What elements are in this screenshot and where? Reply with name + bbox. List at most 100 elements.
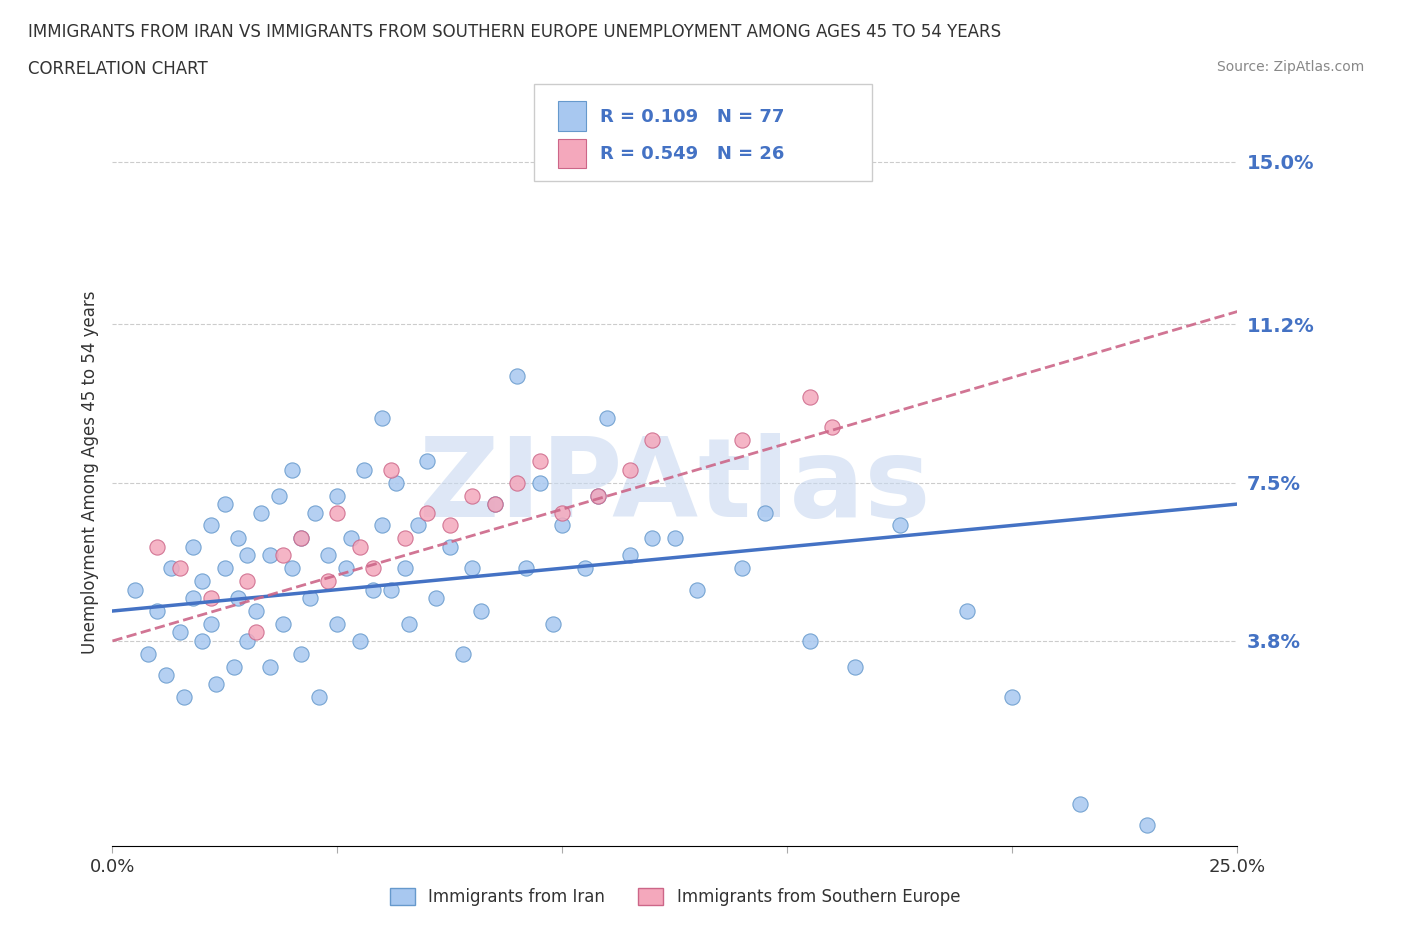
Point	[290, 646, 312, 661]
Point	[214, 497, 236, 512]
Point	[183, 591, 205, 605]
Y-axis label: Unemployment Among Ages 45 to 54 years: Unemployment Among Ages 45 to 54 years	[80, 290, 98, 654]
Text: CORRELATION CHART: CORRELATION CHART	[28, 60, 208, 78]
Point	[641, 432, 664, 447]
Point	[236, 574, 259, 589]
Point	[416, 454, 439, 469]
Point	[228, 591, 250, 605]
Point	[408, 518, 430, 533]
Point	[371, 411, 394, 426]
Point	[326, 488, 349, 503]
Point	[543, 617, 565, 631]
Point	[731, 561, 754, 576]
Point	[138, 646, 160, 661]
Point	[259, 659, 281, 674]
Point	[588, 488, 610, 503]
Point	[1136, 817, 1159, 832]
Point	[273, 548, 295, 563]
Point	[371, 518, 394, 533]
Point	[394, 531, 416, 546]
Point	[318, 574, 340, 589]
Point	[340, 531, 363, 546]
Point	[349, 539, 371, 554]
Text: R = 0.549   N = 26: R = 0.549 N = 26	[600, 145, 785, 164]
Point	[529, 475, 551, 490]
Point	[259, 548, 281, 563]
Point	[200, 518, 222, 533]
Point	[353, 462, 375, 477]
Point	[551, 518, 574, 533]
Point	[281, 561, 304, 576]
Point	[228, 531, 250, 546]
Point	[281, 462, 304, 477]
Point	[506, 475, 529, 490]
Point	[124, 582, 146, 597]
Point	[363, 561, 385, 576]
Point	[200, 617, 222, 631]
Point	[318, 548, 340, 563]
Point	[245, 604, 267, 618]
Point	[461, 488, 484, 503]
Point	[267, 488, 290, 503]
Point	[173, 689, 195, 704]
Point	[1069, 796, 1091, 811]
Point	[183, 539, 205, 554]
Point	[596, 411, 619, 426]
Point	[385, 475, 408, 490]
Point	[169, 625, 191, 640]
Point	[394, 561, 416, 576]
Point	[290, 531, 312, 546]
Point	[363, 582, 385, 597]
Point	[453, 646, 475, 661]
Point	[326, 617, 349, 631]
Point	[273, 617, 295, 631]
Text: R = 0.109   N = 77: R = 0.109 N = 77	[600, 108, 785, 126]
Point	[889, 518, 911, 533]
Point	[484, 497, 506, 512]
Point	[380, 462, 402, 477]
Point	[200, 591, 222, 605]
Point	[439, 539, 461, 554]
Point	[416, 505, 439, 520]
Point	[191, 633, 214, 648]
Point	[470, 604, 492, 618]
Point	[160, 561, 183, 576]
Point	[169, 561, 191, 576]
Point	[335, 561, 357, 576]
Point	[205, 676, 228, 691]
Point	[484, 497, 506, 512]
Point	[664, 531, 686, 546]
Point	[245, 625, 267, 640]
Point	[236, 548, 259, 563]
Point	[506, 368, 529, 383]
Point	[551, 505, 574, 520]
Point	[439, 518, 461, 533]
Legend: Immigrants from Iran, Immigrants from Southern Europe: Immigrants from Iran, Immigrants from So…	[382, 882, 967, 913]
Point	[799, 633, 821, 648]
Point	[191, 574, 214, 589]
Point	[844, 659, 866, 674]
Point	[956, 604, 979, 618]
Point	[574, 561, 596, 576]
Point	[155, 668, 177, 683]
Point	[380, 582, 402, 597]
Point	[146, 604, 169, 618]
Point	[1001, 689, 1024, 704]
Point	[731, 432, 754, 447]
Point	[250, 505, 273, 520]
Point	[619, 548, 641, 563]
Point	[290, 531, 312, 546]
Text: IMMIGRANTS FROM IRAN VS IMMIGRANTS FROM SOUTHERN EUROPE UNEMPLOYMENT AMONG AGES : IMMIGRANTS FROM IRAN VS IMMIGRANTS FROM …	[28, 23, 1001, 41]
Point	[299, 591, 322, 605]
Point	[425, 591, 447, 605]
Point	[349, 633, 371, 648]
Point	[515, 561, 537, 576]
Point	[398, 617, 420, 631]
Point	[799, 390, 821, 405]
Point	[222, 659, 245, 674]
Point	[619, 462, 641, 477]
Point	[754, 505, 776, 520]
Point	[304, 505, 326, 520]
Point	[214, 561, 236, 576]
Point	[529, 454, 551, 469]
